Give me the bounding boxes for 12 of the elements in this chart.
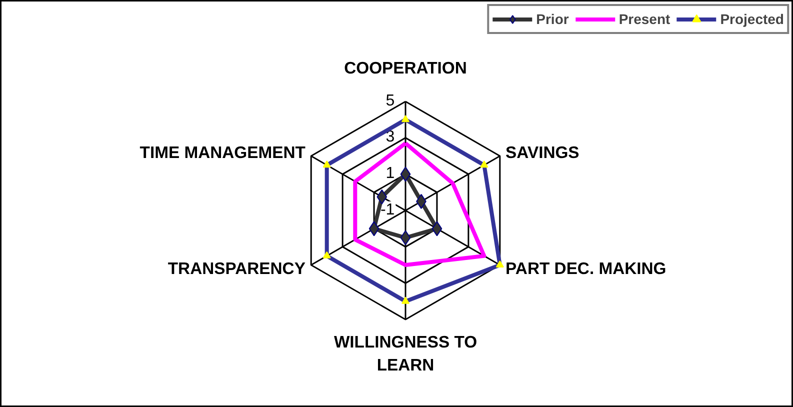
spoke-label: WILLINGNESS TO LEARN <box>334 332 478 374</box>
legend-label: Present <box>618 11 670 27</box>
spoke-label: TRANSPARENCY <box>168 258 306 278</box>
y-tick-label: 5 <box>386 92 395 110</box>
y-tick-label: 1 <box>386 164 395 182</box>
legend-label: Projected <box>720 11 784 27</box>
y-tick-label: -1 <box>380 201 395 218</box>
spoke-label: PART DEC. MAKING <box>506 258 666 278</box>
spoke-label: SAVINGS <box>506 143 580 162</box>
spoke-label: TIME MANAGEMENT <box>140 143 306 162</box>
spoke-label: COOPERATION <box>344 58 467 78</box>
legend-label: Prior <box>536 11 569 27</box>
